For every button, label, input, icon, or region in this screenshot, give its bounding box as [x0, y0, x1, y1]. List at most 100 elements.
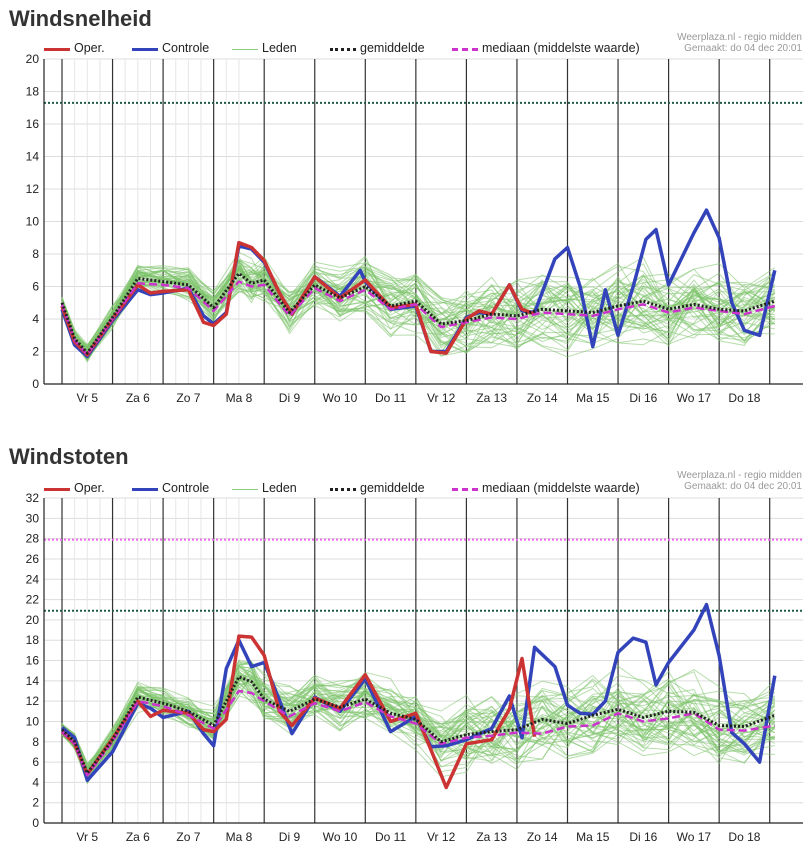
- y-tick-label: 12: [26, 694, 40, 708]
- x-tick-label: Ma 8: [226, 391, 253, 405]
- y-tick-label: 18: [26, 85, 40, 99]
- source-text: Weerplaza.nl - regio midden: [677, 470, 802, 481]
- series-line-mediaan: [61, 689, 776, 777]
- y-tick-label: 4: [32, 775, 39, 789]
- chart-title: Windstoten: [9, 444, 129, 469]
- x-tick-label: Za 6: [126, 391, 150, 405]
- legend-label: mediaan (middelste waarde): [482, 41, 640, 55]
- y-tick-label: 16: [26, 654, 40, 668]
- legend-swatch: [330, 48, 356, 51]
- x-tick-label: Di 9: [279, 391, 301, 405]
- legend-swatch: [452, 48, 478, 51]
- leden-member-line: [61, 260, 776, 349]
- y-tick-label: 0: [32, 377, 39, 391]
- x-tick-label: Vr 5: [76, 391, 98, 405]
- x-tick-label: Zo 7: [176, 391, 200, 405]
- leden-member-line: [61, 264, 776, 349]
- windsnelheid-chart: 0 2 4 6 8 10 12 14 16 18 20 Vr 5 Za 6 Zo 7 Ma 8 Di 9 Wo …: [0, 0, 812, 420]
- x-tick-label: Vr 5: [76, 830, 98, 844]
- legend-label: Leden: [262, 481, 297, 495]
- leden-member-line: [61, 264, 775, 363]
- x-tick-label: Do 18: [728, 391, 760, 405]
- source-info: Weerplaza.nl - regio midden Gemaakt: do …: [677, 470, 802, 492]
- legend-swatch: [44, 488, 70, 491]
- leden-member-line: [61, 674, 775, 775]
- created-text: Gemaakt: do 04 dec 20:01: [684, 43, 802, 54]
- x-tick-label: Zo 14: [527, 391, 558, 405]
- y-tick-label: 6: [32, 755, 39, 769]
- leden-member-line: [61, 683, 775, 776]
- source-info: Weerplaza.nl - regio midden Gemaakt: do …: [677, 32, 802, 54]
- y-tick-label: 24: [26, 572, 40, 586]
- y-tick-label: 20: [26, 52, 40, 66]
- y-tick-label: 12: [26, 182, 40, 196]
- leden-member-line: [61, 262, 775, 360]
- x-tick-label: Zo 7: [176, 830, 200, 844]
- x-tick-label: Di 16: [629, 391, 657, 405]
- y-tick-label: 14: [26, 150, 40, 164]
- y-tick-label: 8: [32, 247, 39, 261]
- y-tick-label: 18: [26, 633, 40, 647]
- y-tick-label: 30: [26, 511, 40, 525]
- legend-label: Oper.: [74, 41, 105, 55]
- leden-member-line: [61, 270, 775, 355]
- x-tick-label: Za 13: [476, 391, 507, 405]
- legend-label: gemiddelde: [360, 481, 425, 495]
- x-tick-label: Di 16: [629, 830, 657, 844]
- x-tick-label: Za 6: [126, 830, 150, 844]
- x-tick-label: Vr 12: [427, 391, 456, 405]
- legend-label: Oper.: [74, 481, 105, 495]
- legend-swatch: [44, 48, 70, 51]
- created-text: Gemaakt: do 04 dec 20:01: [684, 481, 802, 492]
- y-tick-label: 2: [32, 796, 39, 810]
- y-tick-label: 4: [32, 312, 39, 326]
- y-tick-label: 0: [32, 816, 39, 830]
- x-tick-label: Zo 14: [527, 830, 558, 844]
- source-text: Weerplaza.nl - regio midden: [677, 32, 802, 43]
- leden-member-line: [61, 679, 775, 774]
- x-tick-label: Do 11: [375, 391, 406, 405]
- y-tick-label: 10: [26, 714, 40, 728]
- y-tick-label: 22: [26, 593, 40, 607]
- series-line-mediaan: [60, 280, 776, 357]
- x-tick-label: Do 18: [728, 830, 760, 844]
- y-tick-label: 14: [26, 674, 40, 688]
- series-line-oper: [60, 240, 536, 357]
- windstoten-chart: 0 2 4 6 8 10 12 14 16 18 20 22 24 26 28 30 32 Vr 5 Za 6 Zo …: [0, 440, 812, 848]
- y-tick-label: 8: [32, 735, 39, 749]
- leden-member-line: [61, 265, 776, 358]
- y-tick-label: 10: [26, 215, 40, 229]
- x-tick-label: Wo 17: [677, 391, 712, 405]
- x-tick-label: Ma 8: [226, 830, 253, 844]
- x-tick-label: Wo 10: [323, 391, 358, 405]
- x-tick-label: Do 11: [375, 830, 406, 844]
- legend-swatch: [132, 488, 158, 491]
- x-tick-label: Ma 15: [576, 391, 610, 405]
- leden-member-line: [61, 268, 776, 351]
- y-tick-label: 16: [26, 117, 40, 131]
- x-tick-label: Wo 10: [323, 830, 358, 844]
- legend-label: Leden: [262, 41, 297, 55]
- y-tick-label: 28: [26, 532, 40, 546]
- legend-swatch: [132, 48, 158, 51]
- leden-member-line: [61, 254, 776, 356]
- series-line-oper: [60, 634, 537, 790]
- legend-swatch: [232, 489, 258, 490]
- legend-swatch: [330, 488, 356, 491]
- x-tick-label: Vr 12: [427, 830, 456, 844]
- leden-member-line: [61, 675, 775, 772]
- series-line-gemiddelde: [60, 675, 776, 775]
- y-tick-label: 32: [26, 491, 40, 505]
- y-tick-label: 2: [32, 345, 39, 359]
- x-tick-label: Za 13: [476, 830, 507, 844]
- x-tick-label: Wo 17: [677, 830, 712, 844]
- legend-label: mediaan (middelste waarde): [482, 481, 640, 495]
- y-tick-label: 26: [26, 552, 40, 566]
- legend-label: Controle: [162, 41, 210, 55]
- y-tick-label: 6: [32, 280, 39, 294]
- legend-label: gemiddelde: [360, 41, 425, 55]
- legend-swatch: [232, 49, 258, 50]
- x-tick-label: Ma 15: [576, 830, 610, 844]
- chart-title: Windsnelheid: [9, 6, 152, 31]
